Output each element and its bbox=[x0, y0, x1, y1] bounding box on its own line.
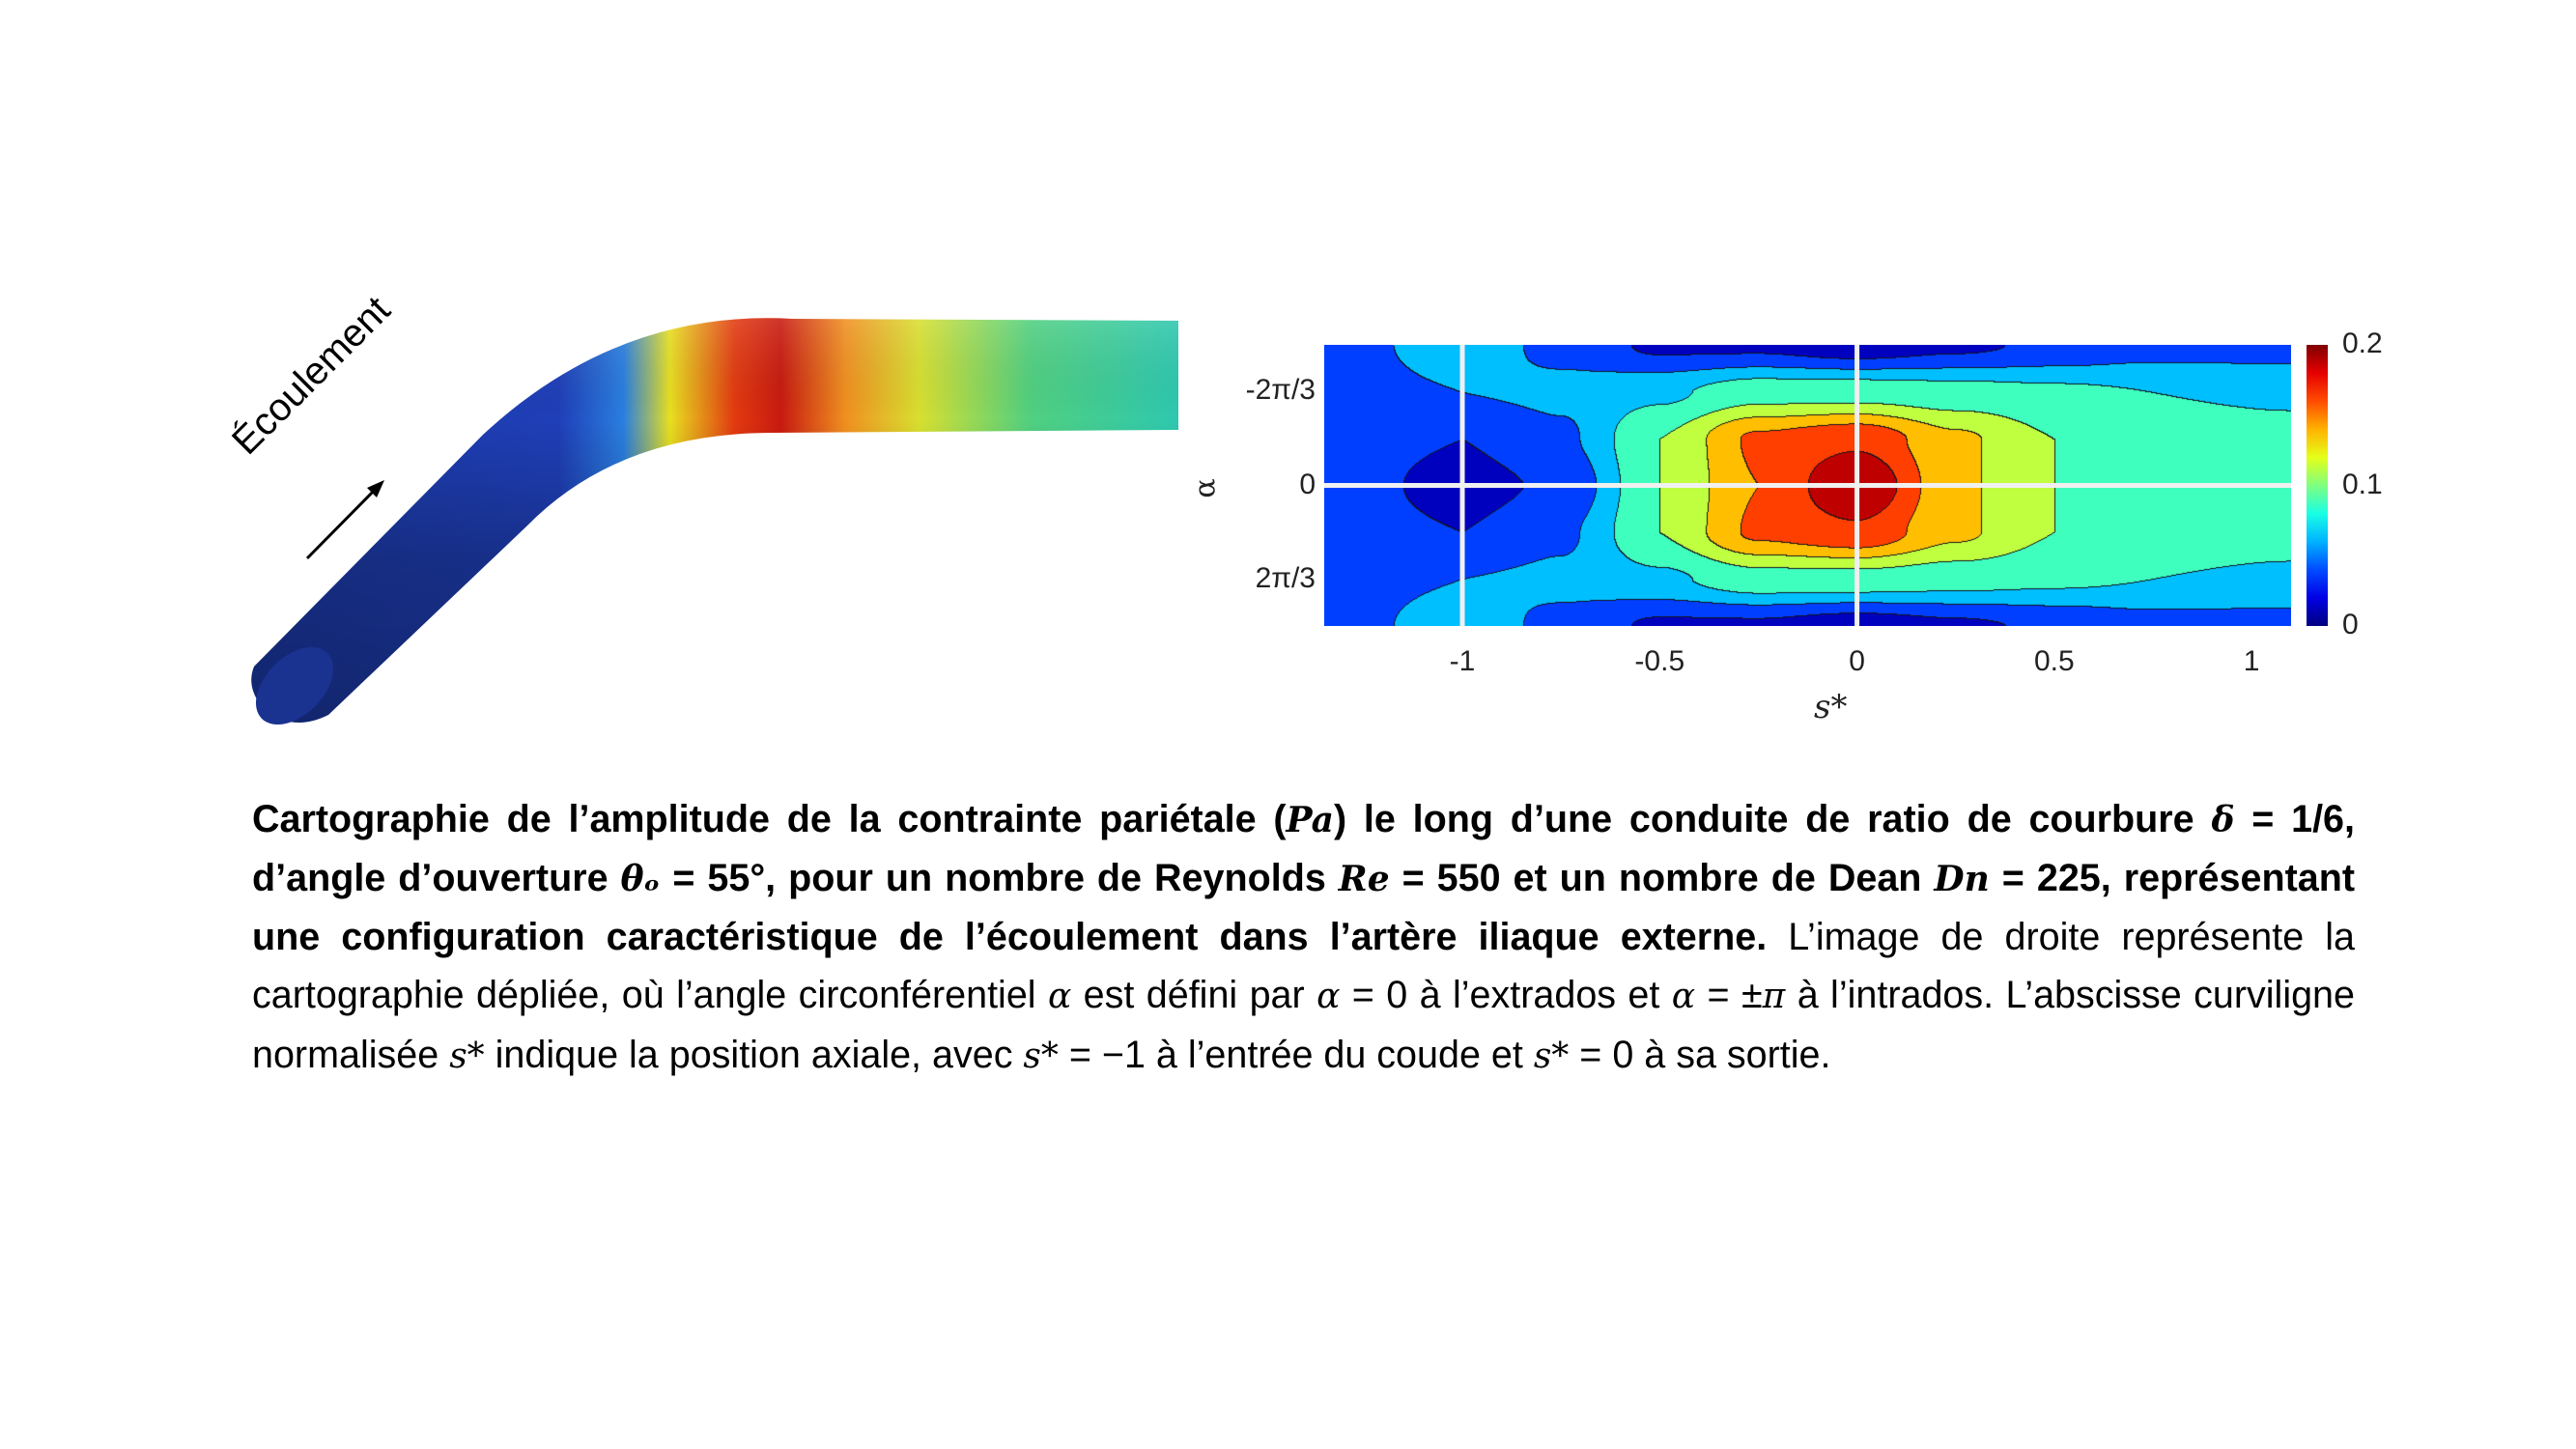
caption-symbol: θₒ bbox=[620, 859, 661, 899]
caption-text: ) le long d’une conduite de ratio de cou… bbox=[1333, 798, 2212, 840]
caption-symbol: s* bbox=[1533, 1037, 1570, 1076]
caption-text: = 1/6, d’angle d’ouverture bbox=[252, 798, 2355, 899]
caption-text: = 550 et un nombre de Dean bbox=[1389, 857, 1935, 899]
caption-text: à l’intrados. L’abscisse curviligne norm… bbox=[252, 974, 2355, 1076]
y-tick-label: 2π/3 bbox=[1255, 561, 1316, 594]
caption-symbol: s* bbox=[1023, 1037, 1059, 1076]
x-tick-label: 1 bbox=[2243, 645, 2260, 677]
caption-text: est défini par bbox=[1071, 974, 1317, 1016]
caption-symbol: Dn bbox=[1934, 859, 1990, 899]
pipe-inlet-end bbox=[255, 646, 334, 725]
caption-text: = −1 à l’entrée du coude et bbox=[1058, 1034, 1534, 1076]
figure-caption: Cartographie de l’amplitude de la contra… bbox=[252, 790, 2355, 1086]
caption-symbol: α bbox=[1047, 977, 1072, 1016]
x-tick-label: -1 bbox=[1449, 645, 1476, 677]
pipe-shading bbox=[251, 318, 1178, 723]
flow-arrow-head bbox=[367, 480, 384, 497]
caption-symbol: π bbox=[1762, 977, 1786, 1016]
x-tick-label: 0 bbox=[1849, 645, 1865, 677]
x-tick-label: -0.5 bbox=[1634, 645, 1685, 677]
caption-symbol: Pa bbox=[1286, 800, 1334, 840]
caption-text: Cartographie de l’amplitude de la contra… bbox=[252, 798, 1287, 840]
caption-symbol: s* bbox=[449, 1037, 485, 1076]
colorbar-tick-label: 0.1 bbox=[2342, 468, 2383, 500]
colorbar bbox=[2307, 345, 2328, 626]
colorbar-tick-label: 0 bbox=[2342, 609, 2359, 640]
caption-symbol: α bbox=[1671, 977, 1696, 1016]
bent-pipe-illustration bbox=[251, 318, 1178, 725]
caption-text: L’image de droite représente la cartogra… bbox=[252, 916, 2355, 1016]
caption-text: indique la position axiale, avec bbox=[484, 1034, 1024, 1076]
x-axis-label: s* bbox=[1814, 688, 1848, 726]
y-axis-label: α bbox=[1188, 478, 1223, 498]
wall-shear-stress-heatmap bbox=[1324, 345, 2291, 626]
caption-text: = 225, représentant une configuration ca… bbox=[252, 857, 2355, 958]
x-tick-label: 0.5 bbox=[2033, 645, 2075, 677]
caption-text: = ± bbox=[1695, 974, 1763, 1016]
y-tick-label: -2π/3 bbox=[1245, 374, 1316, 407]
caption-symbol: α bbox=[1316, 977, 1341, 1016]
colorbar-tick-label: 0.2 bbox=[2342, 327, 2383, 359]
caption-symbol: Re bbox=[1338, 859, 1390, 899]
caption-bold: Cartographie de l’amplitude de la contra… bbox=[252, 798, 2355, 958]
flow-arrow bbox=[305, 486, 379, 560]
caption-text: = 0 à l’extrados et bbox=[1340, 974, 1672, 1016]
caption-symbol: δ bbox=[2211, 800, 2235, 840]
caption-text: = 55°, pour un nombre de Reynolds bbox=[660, 857, 1339, 899]
caption-text: = 0 à sa sortie. bbox=[1569, 1034, 1831, 1076]
y-tick-label: 0 bbox=[1299, 468, 1316, 500]
